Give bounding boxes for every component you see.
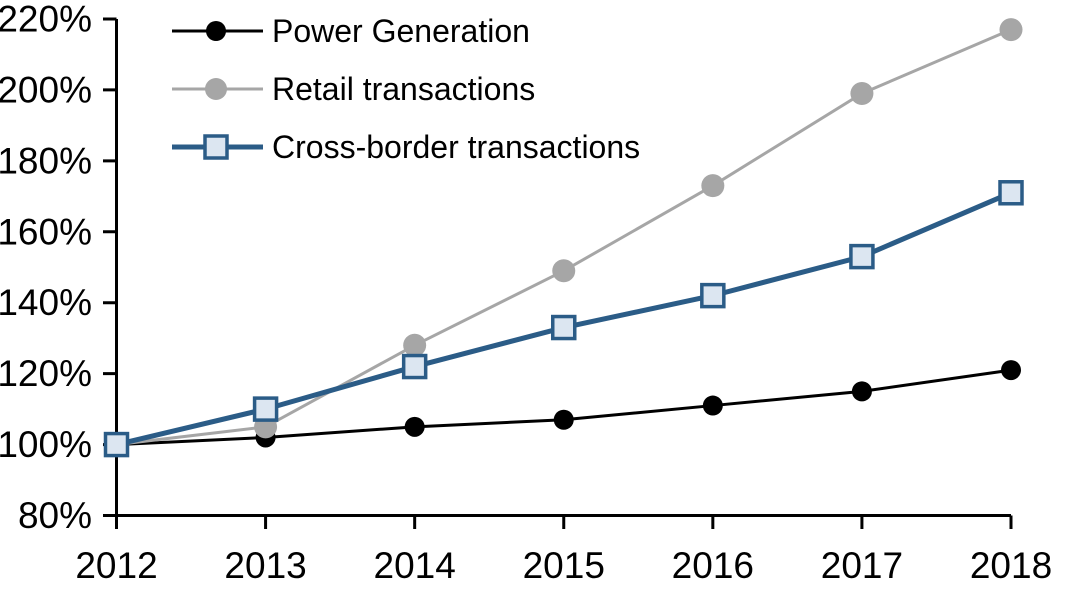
tick-labels: 80% 100% 120% 140% 160% 180% 200% 220% 2012 2013 2…	[0, 0, 1052, 586]
series-line	[116, 368, 1012, 447]
data-point-marker	[701, 174, 725, 198]
data-point-marker	[403, 333, 427, 357]
data-point-marker	[851, 381, 872, 402]
data-point-marker	[700, 282, 726, 309]
y-tick-label: 120%	[0, 353, 92, 394]
data-point-marker	[850, 81, 874, 105]
legend-swatch-power-generation-icon	[172, 21, 263, 41]
data-point-marker	[849, 243, 875, 270]
data-point-marker	[702, 395, 723, 416]
legend-label-retail-transactions: Retail transactions	[272, 71, 536, 107]
x-tick-label: 2017	[821, 545, 903, 586]
x-tick-label: 2015	[523, 545, 605, 586]
legend-item-retail-transactions: Retail transactions	[172, 68, 640, 110]
data-point-marker	[998, 180, 1024, 206]
legend-label-power-generation: Power Generation	[272, 13, 530, 49]
data-point-marker	[103, 431, 130, 458]
x-tick-label: 2013	[224, 545, 306, 586]
legend-item-cross-border-transactions: Cross-border transactions	[172, 126, 640, 168]
legend-swatch-retail-transactions-icon	[172, 78, 263, 100]
data-point-marker	[401, 353, 428, 380]
x-tick-label: 2016	[672, 545, 754, 586]
legend-swatch-cross-border-transactions-icon	[172, 134, 263, 160]
series-cross-border-transactions	[103, 180, 1024, 458]
x-tick-label: 2018	[970, 545, 1052, 586]
data-point-marker	[999, 18, 1023, 42]
legend-item-power-generation: Power Generation	[172, 10, 640, 52]
y-tick-label: 160%	[0, 211, 92, 252]
data-point-marker	[552, 259, 576, 283]
y-tick-label: 80%	[18, 495, 92, 536]
data-point-marker	[404, 416, 425, 437]
chart-legend: Power Generation Retail transactions Cro…	[172, 10, 640, 168]
data-point-marker	[551, 314, 577, 341]
data-point-marker	[1001, 360, 1021, 381]
y-tick-label: 100%	[0, 424, 92, 465]
y-tick-label: 220%	[0, 0, 92, 40]
y-tick-label: 180%	[0, 140, 92, 181]
legend-label-cross-border-transactions: Cross-border transactions	[272, 129, 641, 165]
x-tick-label: 2012	[75, 545, 157, 586]
x-tick-label: 2014	[374, 545, 456, 586]
data-point-marker	[553, 409, 574, 430]
series-power-generation	[106, 360, 1021, 455]
y-tick-label: 200%	[0, 69, 92, 110]
data-point-marker	[252, 396, 279, 422]
y-tick-label: 140%	[0, 282, 92, 323]
